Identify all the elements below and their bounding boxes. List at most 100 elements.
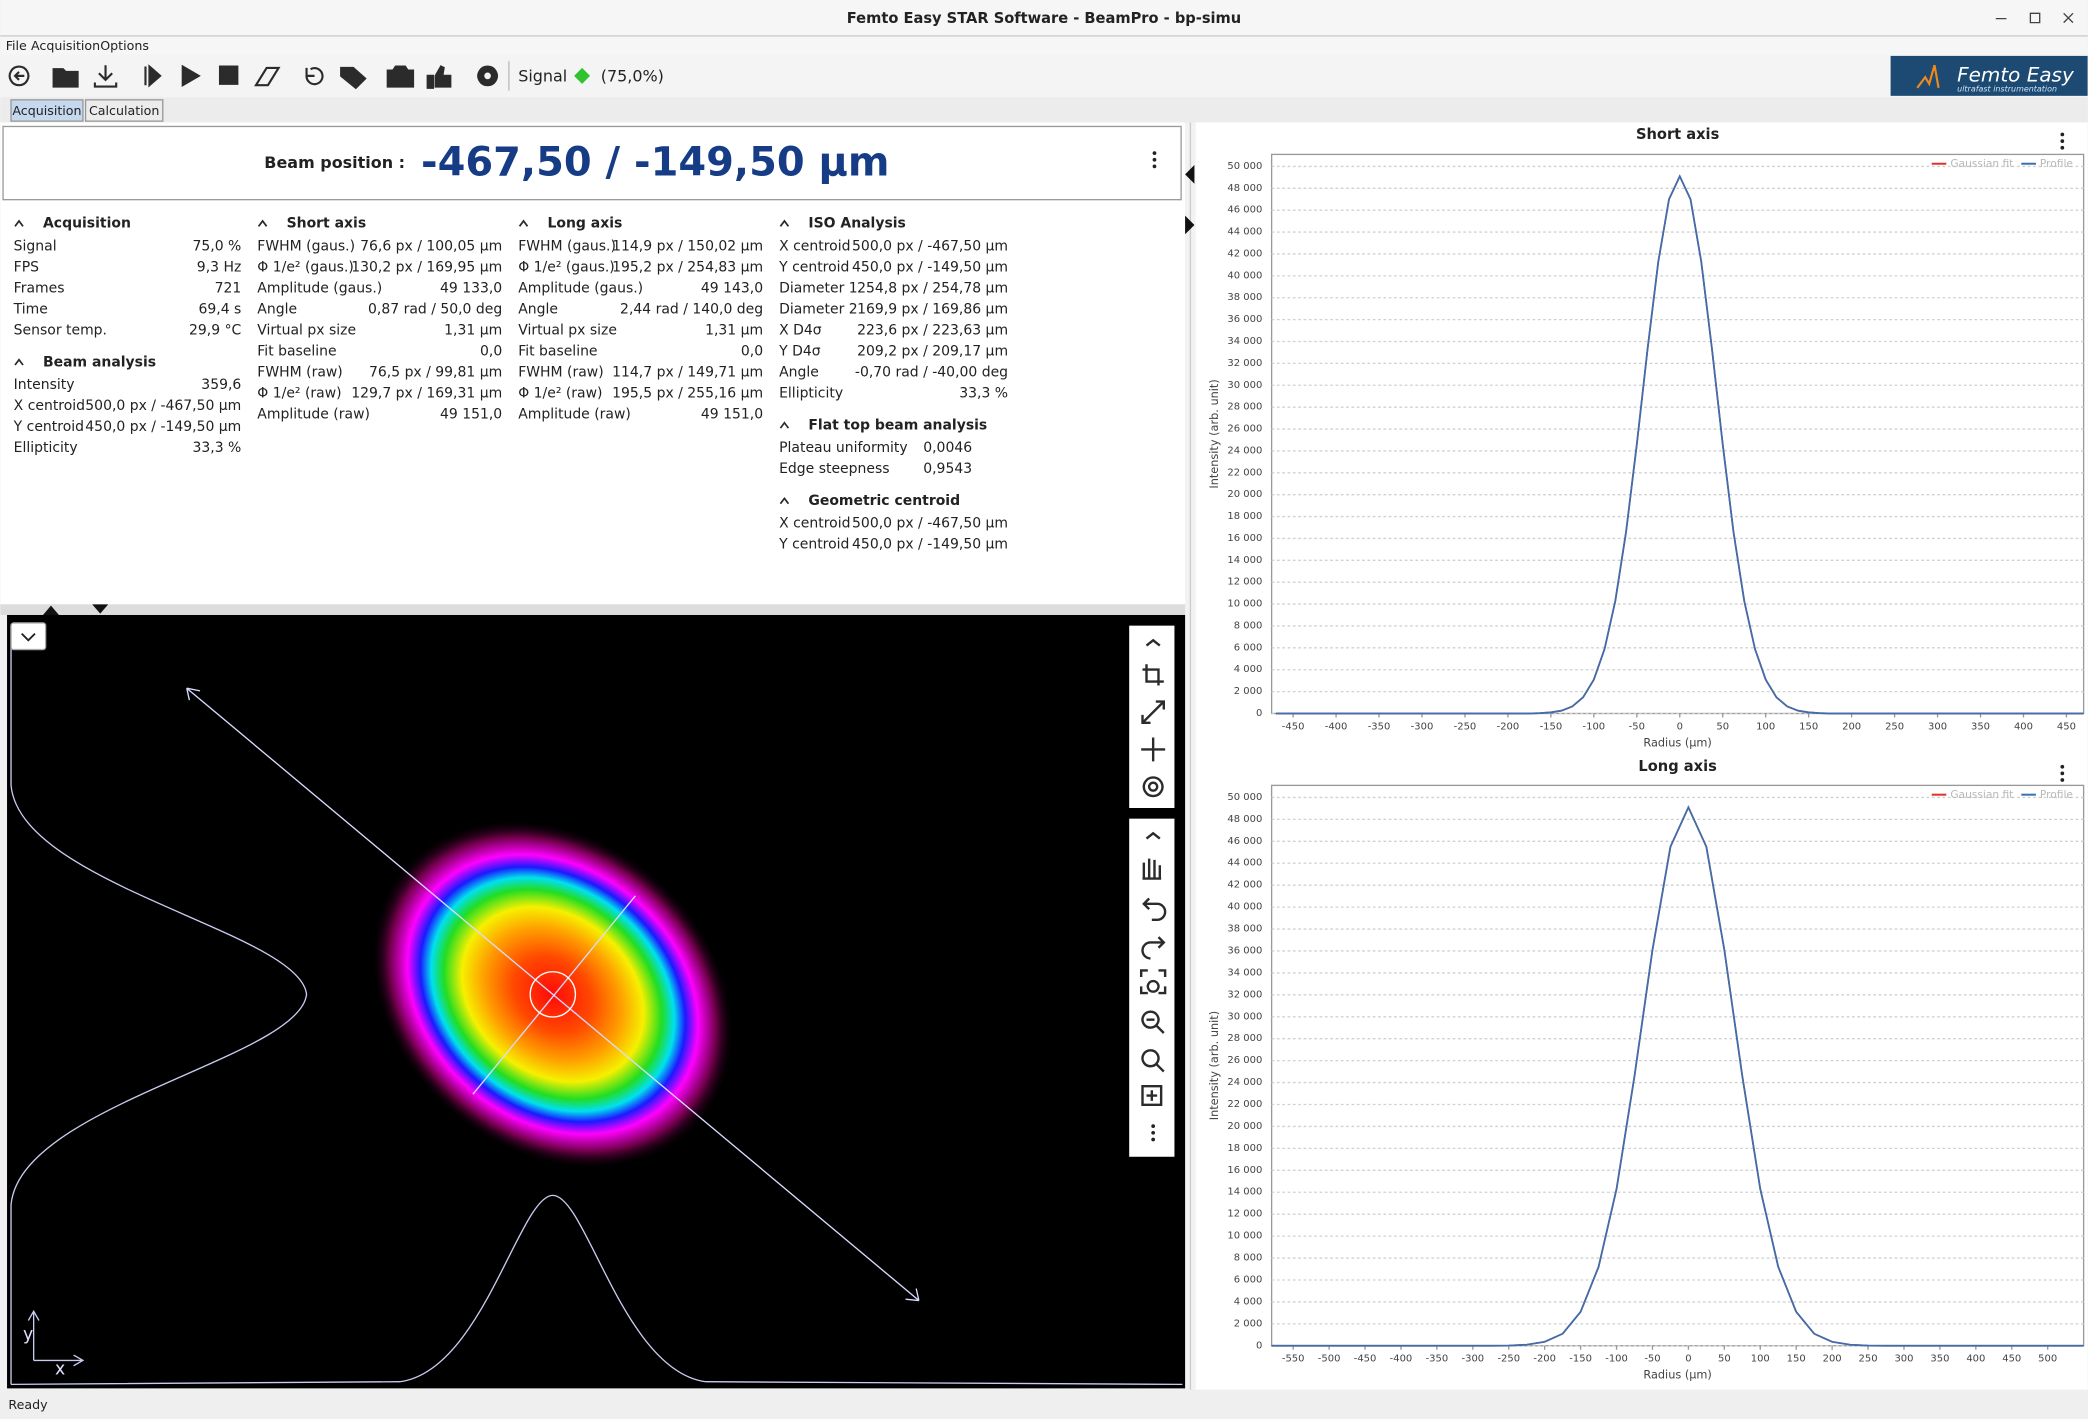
toolbar-save[interactable]	[93, 65, 118, 88]
row-key: Frames	[14, 280, 65, 296]
menu-dot[interactable]	[1152, 164, 1157, 169]
menu-item[interactable]: File	[6, 38, 27, 53]
section-toggle[interactable]	[257, 219, 268, 227]
menu-dot[interactable]	[2060, 771, 2065, 776]
row-key: Y centroid	[778, 259, 849, 275]
menu-dot[interactable]	[2060, 145, 2065, 150]
tab-bar	[0, 97, 2088, 123]
section-toggle[interactable]	[779, 496, 790, 505]
y-tick-label: 0	[1256, 1340, 1262, 1351]
menu-bar	[0, 35, 2088, 55]
y-tick-label: 42 000	[1227, 248, 1262, 259]
row-key: Diameter 2	[779, 301, 858, 317]
plot-area	[1270, 784, 2085, 1347]
menu-dot[interactable]	[1151, 1137, 1156, 1142]
tab[interactable]	[10, 99, 84, 122]
view-dropdown[interactable]	[10, 622, 47, 651]
y-tick-label: 12 000	[1227, 577, 1262, 588]
window-controls[interactable]	[1995, 12, 2074, 24]
row-value: 223,6 px / 223,63 µm	[857, 322, 1008, 338]
x-tick-label: 400	[2014, 721, 2033, 732]
row-key: FWHM (gaus.)	[257, 238, 355, 254]
menu-dot[interactable]	[2060, 132, 2065, 137]
y-tick-label: 4 000	[1234, 1296, 1263, 1307]
series-line	[1275, 174, 2084, 715]
y-tick-label: 44 000	[1227, 858, 1262, 869]
section-toggle[interactable]	[779, 219, 790, 227]
x-tick-label: 150	[1799, 721, 1818, 732]
tool-collapse[interactable]	[1145, 831, 1161, 840]
tool-collapse[interactable]	[1145, 638, 1161, 647]
toolbar-clear[interactable]	[254, 66, 281, 87]
menu-dot[interactable]	[1152, 157, 1157, 162]
tool-move[interactable]	[1141, 737, 1166, 762]
row-key: Intensity	[14, 377, 75, 393]
row-key: Edge steepness	[779, 461, 889, 477]
tool-add[interactable]	[1141, 1085, 1163, 1107]
menu-item[interactable]: Acquisition	[31, 38, 100, 53]
tool-zoom-out[interactable]	[1141, 1010, 1165, 1034]
menu-dot[interactable]	[2060, 139, 2065, 143]
horizontal-profile	[11, 1194, 1183, 1386]
toolbar-snapshot[interactable]	[386, 65, 415, 88]
tool-crop[interactable]	[1142, 664, 1164, 686]
y-tick-label: 10 000	[1227, 599, 1262, 610]
series-line	[1271, 805, 2084, 1347]
section-title: Geometric centroid	[808, 493, 960, 509]
tool-zoom[interactable]	[1141, 1049, 1165, 1073]
tool-undo[interactable]	[1142, 897, 1167, 922]
toolbar-open[interactable]	[52, 68, 79, 88]
status-bar	[0, 1389, 2088, 1419]
tool-fit[interactable]	[1141, 700, 1166, 725]
menu-dot[interactable]	[1151, 1130, 1156, 1135]
toolbar-tags[interactable]	[340, 66, 367, 90]
row-value: 500,0 px / -467,50 µm	[85, 398, 241, 414]
menu-dot[interactable]	[2060, 764, 2065, 769]
x-tick-label: -350	[1368, 721, 1391, 732]
tool-target[interactable]	[1142, 776, 1164, 798]
section-toggle[interactable]	[518, 219, 529, 227]
toolbar-stop[interactable]	[218, 65, 239, 85]
tool-redo[interactable]	[1141, 936, 1166, 960]
settings-hole	[484, 72, 491, 80]
toolbar-like[interactable]	[426, 65, 452, 89]
chart-title: Short axis	[1636, 126, 1720, 143]
y-axis-label: Intensity (arb. unit)	[1208, 379, 1221, 488]
x-tick-label: -50	[1629, 721, 1645, 732]
x-tick-label: 250	[1885, 721, 1904, 732]
x-tick-label: -250	[1497, 1354, 1520, 1365]
toolbar-back[interactable]	[8, 65, 30, 87]
x-tick-label: 100	[1751, 1354, 1770, 1365]
tab-label[interactable]: Calculation	[89, 103, 159, 118]
section-toggle[interactable]	[779, 421, 790, 429]
tab-label[interactable]: Acquisition	[12, 103, 81, 118]
menu-dot[interactable]	[1152, 151, 1157, 155]
section-toggle[interactable]	[14, 358, 24, 366]
row-key: Fit baseline	[518, 343, 597, 359]
panel-toggle[interactable]	[1185, 165, 1195, 235]
tool-pan[interactable]	[1142, 858, 1162, 880]
splitter[interactable]	[0, 604, 1186, 615]
legend-label: Gaussian fit	[1950, 157, 2013, 170]
row-key: Fit baseline	[257, 343, 336, 359]
x-tick-label: 300	[1928, 721, 1947, 732]
menu-item[interactable]: Options	[100, 38, 149, 53]
toolbar-step[interactable]	[144, 64, 162, 88]
toolbar-reset[interactable]	[305, 67, 324, 86]
section-toggle[interactable]	[14, 219, 24, 227]
toolbar-play[interactable]	[181, 64, 201, 88]
y-tick-label: 26 000	[1227, 1055, 1262, 1066]
row-key: FWHM (raw)	[257, 364, 342, 380]
row-value: 0,0046	[923, 440, 972, 456]
tool-zoom-fit[interactable]	[1139, 969, 1167, 995]
section-title: Short axis	[287, 216, 367, 232]
splitter-arrows[interactable]	[42, 604, 109, 615]
menu-dot[interactable]	[2060, 778, 2065, 782]
y-tick-label: 2 000	[1234, 686, 1263, 697]
logo	[1890, 55, 2088, 96]
tab[interactable]	[84, 99, 164, 122]
menu-dot[interactable]	[1151, 1124, 1156, 1129]
y-tick-label: 20 000	[1227, 489, 1262, 500]
x-tick-label: -400	[1390, 1354, 1413, 1365]
row-value: 450,0 px / -149,50 µm	[852, 259, 1008, 275]
